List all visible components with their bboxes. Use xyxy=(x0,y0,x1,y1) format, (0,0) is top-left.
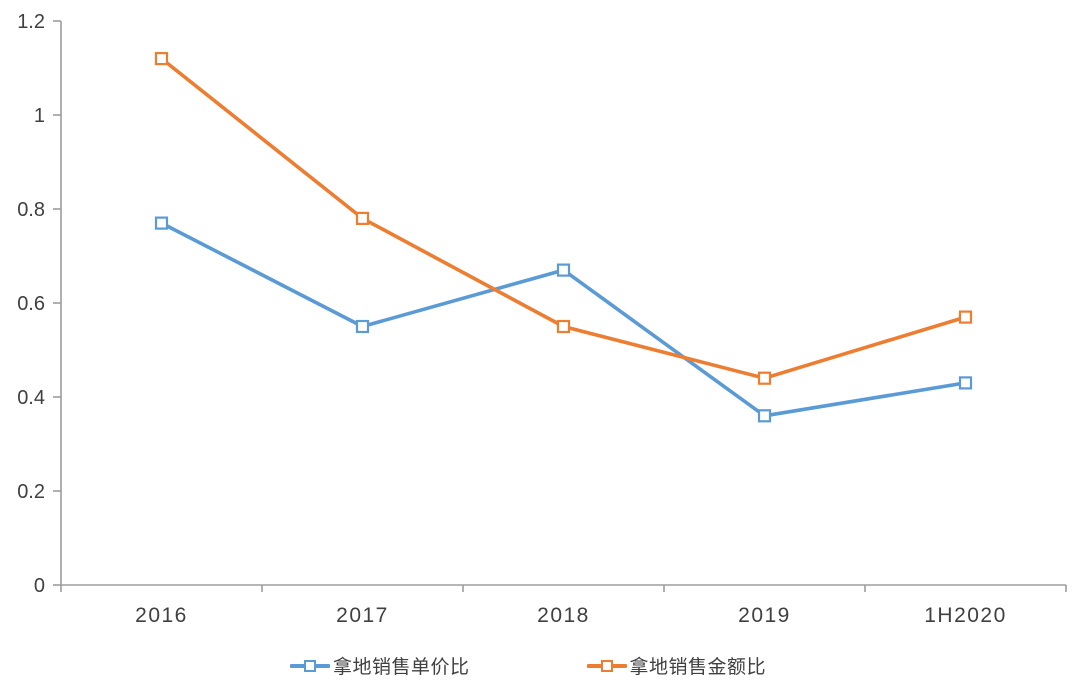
x-axis-category-label: 1H2020 xyxy=(924,604,1007,627)
y-axis-tick-label: 0 xyxy=(34,575,45,597)
legend-line-marker-icon xyxy=(586,659,627,672)
legend-line-marker-icon xyxy=(289,659,330,672)
data-point-marker xyxy=(958,376,973,390)
data-point-marker xyxy=(154,51,169,66)
x-axis-category-label: 2017 xyxy=(336,604,389,627)
series-line xyxy=(159,221,968,418)
x-axis-category-label: 2016 xyxy=(135,604,188,627)
legend-item-1: 拿地销售金额比 xyxy=(586,652,767,679)
y-axis-tick-label: 0.8 xyxy=(17,199,45,221)
chart-legend: 拿地销售单价比 拿地销售金额比 xyxy=(0,652,1056,679)
data-point-marker xyxy=(355,319,370,334)
y-axis-tick-label: 0.4 xyxy=(17,387,45,409)
x-axis-category-label: 2018 xyxy=(537,604,590,627)
data-point-marker xyxy=(757,409,772,423)
legend-label: 拿地销售单价比 xyxy=(332,657,470,678)
legend-square-icon xyxy=(303,659,316,672)
data-point-marker xyxy=(355,211,370,225)
data-point-marker xyxy=(154,216,169,230)
y-axis-tick-label: 1.2 xyxy=(17,11,45,33)
legend-item-0: 拿地销售单价比 xyxy=(289,652,470,679)
y-axis-tick-label: 1 xyxy=(34,105,45,127)
x-axis-category-label: 2019 xyxy=(738,604,791,627)
y-axis-tick-label: 0.2 xyxy=(17,481,45,503)
legend-label: 拿地销售金额比 xyxy=(629,657,767,678)
data-point-marker xyxy=(556,319,571,334)
data-point-marker xyxy=(757,371,772,385)
y-axis-tick-label: 0.6 xyxy=(17,293,45,315)
chart-canvas: 0 0.2 0.4 0.6 0.8 1 1.2 2016 2017 2018 2019 1H2020 xyxy=(17,11,1067,627)
data-point-marker xyxy=(556,263,571,277)
data-point-marker xyxy=(958,310,973,324)
legend-square-icon xyxy=(600,659,613,672)
